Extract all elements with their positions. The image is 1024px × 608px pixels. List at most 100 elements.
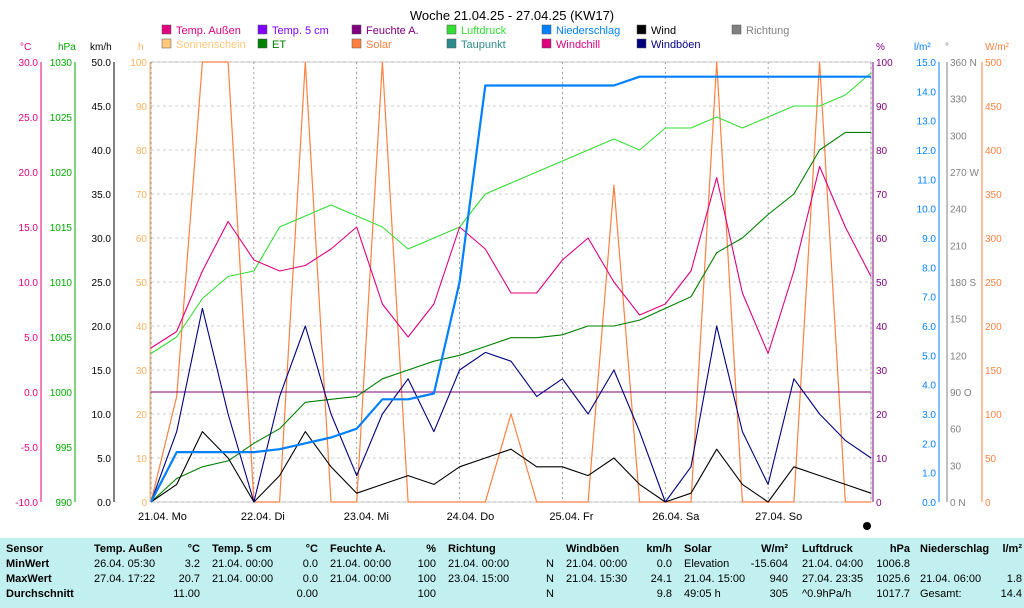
legend-swatch	[731, 24, 742, 35]
elevation-label: Elevation	[684, 558, 730, 570]
axis-tick-rain: 8.0	[922, 263, 936, 274]
axis-tick-solar: 500	[985, 58, 1002, 69]
axis-tick-rain: 9.0	[922, 234, 936, 245]
max-time: 21.04. 06:00	[920, 573, 982, 585]
axis-tick-direction: 240	[950, 205, 967, 216]
legend-label: Luftdruck	[461, 25, 507, 37]
luftdruck-column: Luftdruck hPa 21.04. 04:00 1006.8 27.04. 2…	[802, 538, 914, 608]
axis-tick-pressure: 1025	[50, 113, 73, 124]
axis-tick-sun: 100	[130, 58, 147, 69]
axis-tick-temp: -10.0	[15, 498, 38, 509]
min-time: 21.04. 04:00	[802, 558, 864, 570]
max-time: 21.04. 15:00	[684, 573, 746, 585]
max-value: 1.8	[1006, 573, 1022, 585]
legend-swatch	[446, 38, 457, 49]
axis-tick-pressure: 1005	[50, 333, 73, 344]
header-sensor: Sensor	[6, 543, 44, 555]
header-niederschlag: Niederschlag	[920, 543, 990, 555]
avg-value: 9.8	[656, 588, 672, 600]
legend-label: Temp. Außen	[176, 25, 241, 37]
axis-tick-sun: 80	[136, 146, 148, 157]
max-value: 940	[769, 573, 788, 585]
axis-tick-direction: 0 N	[950, 498, 966, 509]
windboeen-column: Windböen km/h 21.04. 00:00 0.0 21.04. 15:3…	[566, 538, 676, 608]
axis-tick-wind: 40.0	[92, 146, 112, 157]
axis-unit-sun: h	[138, 42, 144, 53]
axis-tick-pressure: 1020	[50, 168, 73, 179]
row-label-max: MaxWert	[6, 573, 52, 585]
chart-title: Woche 21.04.25 - 27.04.25 (KW17)	[410, 8, 614, 23]
axes: 21.04. Mo 22.04. Di 23.04. Mi 24.04. Do 25.0…	[15, 42, 1010, 530]
legend-label: Sonnenschein	[176, 39, 246, 51]
axis-unit-wind: km/h	[90, 42, 112, 53]
max-time: 21.04. 15:30	[566, 573, 628, 585]
legend-swatch	[636, 38, 647, 49]
legend-swatch	[161, 38, 172, 49]
sensor-column: Sensor MinWert MaxWert Durchschnitt	[6, 538, 86, 608]
x-tick-label: 21.04. Mo	[138, 511, 187, 523]
max-time: 27.04. 17:22	[94, 573, 156, 585]
x-tick-label: 26.04. Sa	[652, 511, 700, 523]
axis-tick-humidity: 60	[876, 234, 888, 245]
axis-tick-humidity: 90	[876, 102, 888, 113]
axis-tick-humidity: 10	[876, 454, 888, 465]
x-tick-label: 23.04. Mi	[344, 511, 389, 523]
statistics-table: Sensor MinWert MaxWert Durchschnitt Temp…	[0, 538, 1024, 608]
axis-tick-temp: -5.0	[21, 443, 39, 454]
data-series	[150, 61, 872, 503]
axis-tick-pressure: 1000	[50, 388, 73, 399]
avg-value: N	[546, 588, 554, 600]
axis-tick-pressure: 995	[55, 443, 72, 454]
axis-tick-temp: 10.0	[19, 278, 39, 289]
axis-tick-temp: 30.0	[19, 58, 39, 69]
row-label-min: MinWert	[6, 558, 50, 570]
avg-value: 1017.7	[876, 588, 910, 600]
axis-tick-humidity: 0	[876, 498, 882, 509]
axis-tick-wind: 5.0	[97, 454, 111, 465]
legend-label: Taupunkt	[461, 39, 506, 51]
header-solar: Solar	[684, 543, 712, 555]
avg-value: 11.00	[173, 588, 200, 600]
axis-tick-direction: 60	[950, 425, 962, 436]
axis-tick-rain: 13.0	[917, 117, 937, 128]
series-luftdruck	[150, 72, 872, 354]
weather-week-chart: 21.04. Mo 22.04. Di 23.04. Mi 24.04. Do 25.0…	[15, 8, 1010, 530]
max-value: 24.1	[650, 573, 672, 585]
axis-tick-wind: 10.0	[92, 410, 112, 421]
axis-tick-sun: 30	[136, 366, 148, 377]
axis-tick-wind: 50.0	[92, 58, 112, 69]
axis-tick-direction: 150	[950, 315, 967, 326]
axis-tick-humidity: 50	[876, 278, 888, 289]
x-tick-label: 27.04. So	[755, 511, 802, 523]
legend-label: Niederschlag	[556, 25, 620, 37]
max-value: 100	[417, 573, 436, 585]
avg-value: 100	[417, 588, 436, 600]
legend-label: Solar	[366, 39, 392, 51]
axis-tick-pressure: 1030	[50, 58, 73, 69]
niederschlag-column: Niederschlag l/m² 21.04. 06:00 1.8 Gesamt:…	[920, 538, 1024, 608]
max-time: 23.04. 15:00	[448, 573, 510, 585]
header-temp-aussen: Temp. Außen	[94, 543, 163, 555]
sunshine-duration: 49:05 h	[684, 588, 721, 600]
min-value: 1006.8	[876, 558, 910, 570]
legend-swatch	[446, 24, 457, 35]
axis-tick-rain: 11.0	[917, 175, 936, 186]
axis-tick-wind: 25.0	[92, 278, 112, 289]
legend-swatch	[351, 24, 362, 35]
axis-unit-solar: W/m²	[985, 42, 1010, 53]
max-value: N	[546, 573, 554, 585]
axis-tick-sun: 60	[136, 234, 148, 245]
legend-swatch	[161, 24, 172, 35]
end-marker	[863, 522, 871, 530]
axis-tick-pressure: 1010	[50, 278, 73, 289]
axis-tick-sun: 10	[136, 454, 148, 465]
axis-tick-temp: 0.0	[24, 388, 38, 399]
total-value: 14.4	[1000, 588, 1022, 600]
avg-value: 0.00	[296, 588, 318, 600]
axis-tick-sun: 90	[136, 102, 148, 113]
x-tick-label: 25.04. Fr	[549, 511, 593, 523]
min-time: 21.04. 00:00	[448, 558, 510, 570]
x-tick-label: 22.04. Di	[241, 511, 285, 523]
max-time: 21.04. 00:00	[330, 573, 392, 585]
min-time: 26.04. 05:30	[94, 558, 156, 570]
